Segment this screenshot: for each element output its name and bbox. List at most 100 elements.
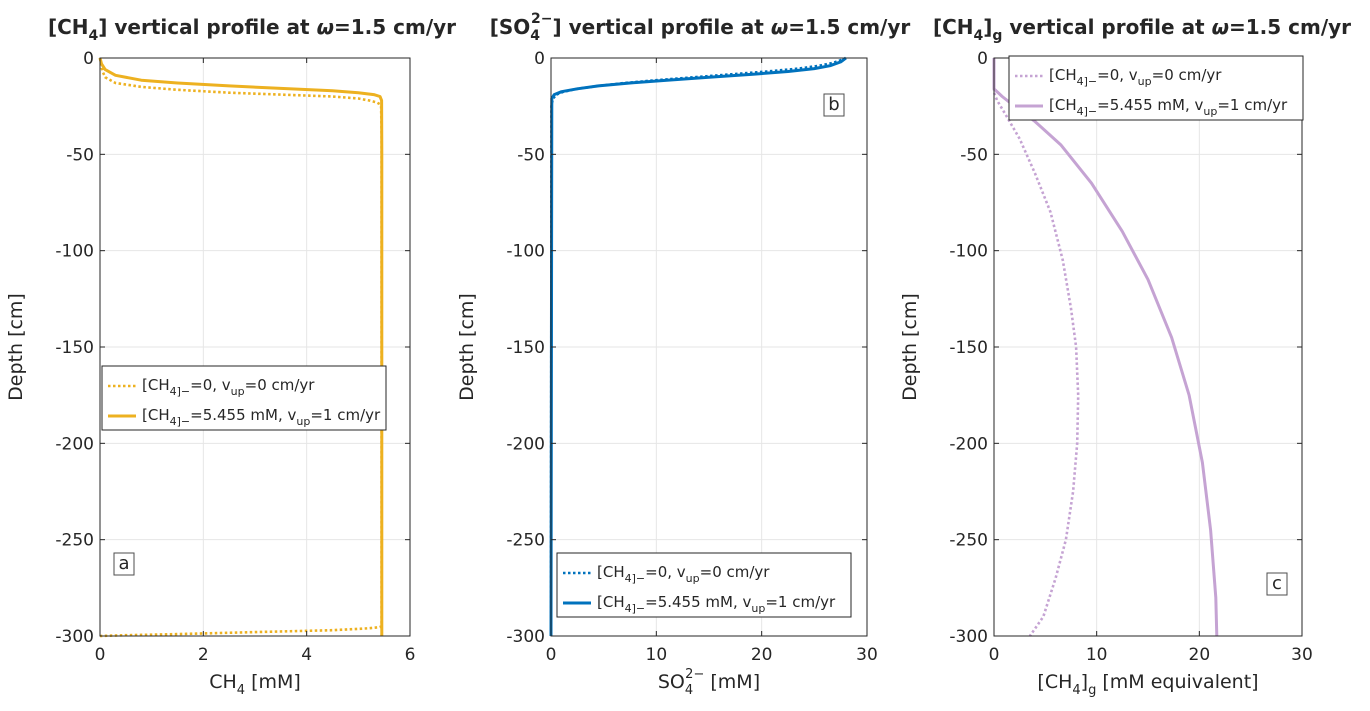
x-tick-label: 4 (301, 645, 312, 665)
legend-subx: − (1088, 105, 1097, 118)
y-tick-label: -300 (55, 627, 94, 647)
x-axis-label: SO42− [mM] (658, 667, 760, 698)
x-label-main: [CH (1037, 671, 1072, 693)
y-axis-label: Depth [cm] (456, 293, 478, 401)
legend-box (101, 365, 387, 431)
title-omega: ω (771, 15, 788, 39)
x-label-main: SO (658, 671, 685, 693)
legend: [CH4]−=0, vup=0 cm/yr [CH4]−=5.455 mM, vu… (1008, 55, 1304, 121)
legend-bracket: ] (177, 385, 181, 398)
panel-a: 0 2 4 6 0 -50 -100 -150 -200 -250 -300 Depth [cm] CH… (5, 15, 456, 698)
y-tick-label: -150 (55, 338, 94, 358)
x-label-subx: g (1088, 683, 1096, 698)
title-main: [CH (933, 15, 974, 39)
legend-entry: [CH4]−=0, vup=0 cm/yr (142, 376, 315, 398)
legend-sub: 4 (1077, 105, 1084, 118)
series-dotted (992, 58, 1080, 637)
legend-post: =1 cm/yr (310, 406, 381, 424)
x-label-sup: 2− (685, 667, 704, 682)
series-dotted (98, 57, 383, 638)
legend-pre: [CH (1049, 66, 1077, 84)
title-rest: vertical profile at (1002, 15, 1211, 39)
legend-sub: 4 (1077, 75, 1084, 88)
title-tail: =1.5 cm/yr (788, 15, 910, 39)
x-tick-label: 10 (646, 645, 668, 665)
legend-entry: [CH4]−=5.455 mM, vup=1 cm/yr (1049, 96, 1288, 118)
panel-label: b (828, 94, 839, 115)
legend-bracket: ] (1084, 105, 1088, 118)
legend-pre: [CH (597, 563, 625, 581)
legend-bracket: ] (177, 415, 181, 428)
title-sub: 4 (530, 28, 540, 44)
y-tick-label: -150 (506, 338, 545, 358)
y-tick-label: -200 (949, 434, 988, 454)
title-omega: ω (1212, 15, 1229, 39)
legend-subx: − (636, 602, 645, 615)
legend-sub-up: up (1203, 105, 1217, 118)
legend: [CH4]−=0, vup=0 cm/yr[CH4]−=5.455 mM, vu… (101, 365, 387, 431)
legend-bracket: ] (1084, 75, 1088, 88)
legend-pre: [CH (597, 593, 625, 611)
x-label-main: CH (209, 671, 237, 693)
title-rest: ] vertical profile at (553, 15, 771, 39)
x-tick-label: 20 (1189, 645, 1211, 665)
legend-subx: − (636, 572, 645, 585)
legend-post: =0 cm/yr (245, 376, 316, 394)
y-tick-label: -100 (506, 242, 545, 262)
panel-c: 0 10 20 30 0 -50 -100 -150 -200 -250 -300 Depth [cm… (899, 15, 1351, 698)
legend-entry: [CH4]−=0, vup=0 cm/yr (1049, 66, 1222, 88)
title-main: [SO (490, 15, 531, 39)
title-main: [CH (48, 15, 89, 39)
legend-post: =1 cm/yr (1217, 96, 1288, 114)
y-axis-label: Depth [cm] (5, 293, 27, 401)
x-label-sub: 4 (1072, 683, 1080, 698)
chart-title: [SO42−] vertical profile at ω=1.5 cm/yr (490, 11, 911, 44)
legend-bracket: ] (632, 572, 636, 585)
legend-pre: [CH (1049, 96, 1077, 114)
legend-mid: =0, v (645, 563, 686, 581)
legend-box (556, 552, 852, 618)
title-sub: 4 (89, 28, 99, 44)
legend-subx: − (181, 385, 190, 398)
legend-post: =0 cm/yr (700, 563, 771, 581)
chart-title: [CH4] vertical profile at ω=1.5 cm/yr (48, 15, 456, 44)
y-tick-label: -250 (55, 531, 94, 551)
legend-mid: =5.455 mM, v (190, 406, 296, 424)
legend-sub: 4 (170, 415, 177, 428)
legend-post: =1 cm/yr (765, 593, 836, 611)
title-tail: =1.5 cm/yr (334, 15, 456, 39)
panel-b: 0 10 20 30 0 -50 -100 -150 -200 -250 -300 Depth [cm… (456, 11, 910, 698)
x-label-bracket: ] (1081, 671, 1088, 693)
y-tick-label: -50 (66, 145, 94, 165)
legend-sub: 4 (170, 385, 177, 398)
chart-title: [CH4]g vertical profile at ω=1.5 cm/yr (933, 15, 1351, 44)
legend-pre: [CH (142, 376, 170, 394)
legend-mid: =0, v (1097, 66, 1138, 84)
y-tick-label: -200 (506, 434, 545, 454)
y-tick-label: 0 (83, 49, 94, 69)
legend-subx: − (1088, 75, 1097, 88)
legend-bracket: ] (632, 602, 636, 615)
x-tick-label: 30 (1291, 645, 1313, 665)
y-tick-label: -250 (949, 531, 988, 551)
title-sup: 2− (531, 11, 552, 27)
legend-box (1008, 55, 1304, 121)
legend-sub: 4 (625, 602, 632, 615)
legend-entry: [CH4]−=0, vup=0 cm/yr (597, 563, 770, 585)
legend-mid: =5.455 mM, v (645, 593, 751, 611)
panel-label-box (1266, 572, 1288, 596)
title-subx: g (992, 28, 1002, 44)
panel-label-box (113, 552, 135, 576)
x-label-rest: [mM equivalent] (1096, 671, 1258, 693)
title-tail: =1.5 cm/yr (1229, 15, 1351, 39)
title-rest: ] vertical profile at (98, 15, 316, 39)
y-tick-label: -50 (517, 145, 545, 165)
x-tick-label: 10 (1086, 645, 1108, 665)
x-tick-label: 0 (95, 645, 106, 665)
legend-mid: =0, v (190, 376, 231, 394)
y-tick-label: -50 (960, 145, 988, 165)
x-label-rest: [mM] (245, 671, 301, 693)
y-tick-label: -200 (55, 434, 94, 454)
y-tick-label: 0 (977, 49, 988, 69)
x-tick-label: 30 (856, 645, 878, 665)
